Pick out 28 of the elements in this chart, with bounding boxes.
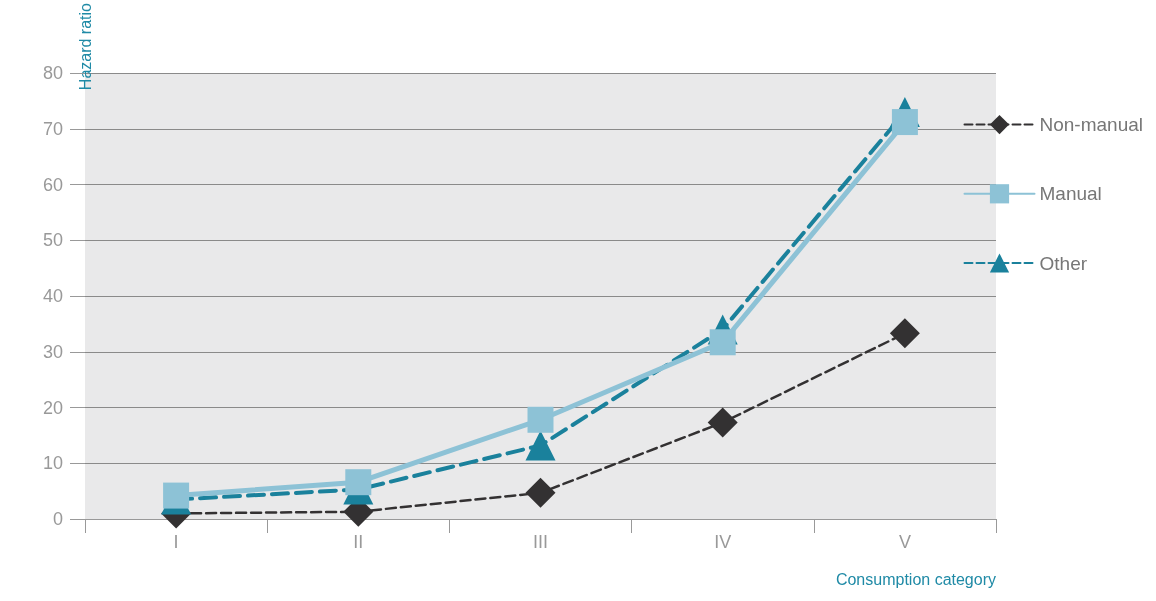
point bbox=[345, 469, 372, 496]
y-tick-label: 20 bbox=[42, 397, 63, 418]
point bbox=[707, 407, 738, 438]
point bbox=[163, 482, 190, 509]
x-tick-label: IV bbox=[714, 532, 732, 552]
y-tick-label: 80 bbox=[42, 63, 63, 83]
y-tick-label: 70 bbox=[42, 118, 63, 139]
y-tick-label: 50 bbox=[42, 230, 63, 251]
x-tick-label: III bbox=[532, 532, 549, 552]
y-tick-label: 30 bbox=[42, 341, 63, 362]
y-axis-title: Hazard ratio bbox=[76, 2, 94, 91]
x-tick-label: V bbox=[898, 532, 911, 552]
point bbox=[891, 109, 918, 136]
legend-label: Non-manual bbox=[1039, 114, 1143, 136]
point bbox=[709, 329, 736, 356]
point bbox=[527, 406, 554, 433]
x-tick-label: I bbox=[173, 532, 179, 552]
x-tick-label: II bbox=[353, 532, 364, 552]
y-tick-label: 40 bbox=[42, 286, 63, 306]
legend-label: Other bbox=[1039, 252, 1088, 274]
point bbox=[889, 318, 920, 349]
y-tick-label: 10 bbox=[42, 453, 63, 474]
x-axis-title: Consumption category bbox=[835, 570, 996, 588]
y-tick-label: 0 bbox=[52, 509, 63, 529]
y-tick-label: 60 bbox=[42, 174, 63, 195]
point bbox=[525, 477, 556, 508]
legend-label: Manual bbox=[1039, 183, 1102, 205]
point bbox=[525, 430, 556, 461]
